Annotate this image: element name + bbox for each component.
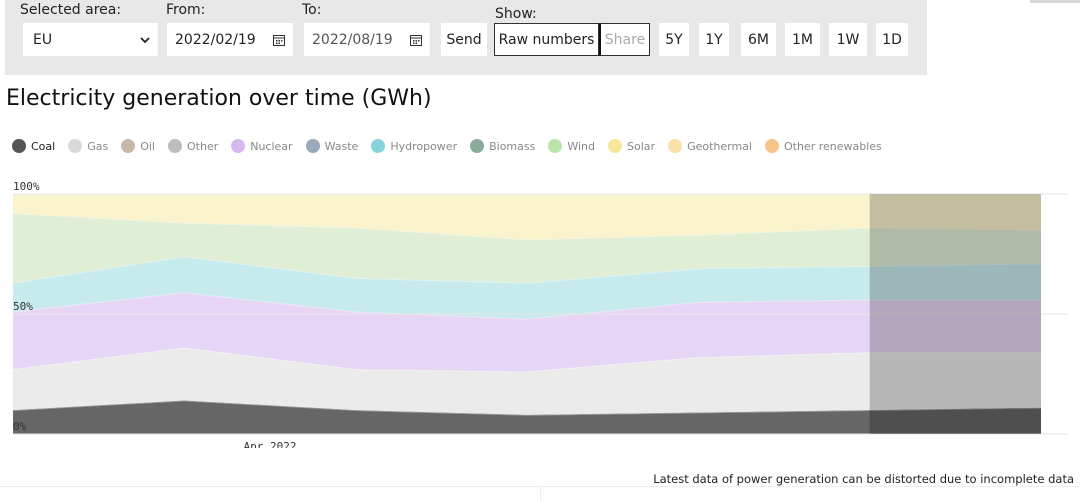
legend-label: Other renewables [783,139,882,153]
legend-item-gas[interactable]: Gas [68,139,108,153]
legend-label: Wind [567,139,596,153]
from-label: From: [166,2,206,18]
legend-item-other[interactable]: Other [168,139,218,153]
legend-swatch [608,139,623,153]
window-corner [1030,0,1080,3]
area-series-wind[interactable] [13,213,1041,283]
divider [540,486,541,501]
legend-item-solar[interactable]: Solar [608,139,655,153]
range-1m-button[interactable]: 1M [785,23,820,56]
incomplete-data-note: Latest data of power generation can be d… [653,472,1074,486]
legend-swatch [764,139,779,153]
legend-label: Nuclear [250,139,293,153]
legend-item-geothermal[interactable]: Geothermal [668,139,752,153]
legend-swatch [121,139,136,153]
legend-item-biomass[interactable]: Biomass [470,139,535,153]
chart-title: Electricity generation over time (GWh) [6,86,432,111]
legend-swatch [548,139,563,153]
legend-swatch [305,139,320,153]
legend-swatch [68,139,83,153]
legend-item-hydropower[interactable]: Hydropower [371,139,457,153]
area-chart: 0% 50% 100% Apr 2022 [12,180,1068,448]
area-layers [12,193,1042,434]
x-tick-label: Apr 2022 [244,440,297,448]
range-1w-button[interactable]: 1W [829,23,867,56]
from-date-input[interactable]: 2022/02/19 [167,23,293,56]
legend-swatch [231,139,246,153]
legend-item-coal[interactable]: Coal [12,139,55,153]
y-axis-ticks: 0% 50% 100% [13,180,40,433]
legend-swatch [12,139,26,153]
to-date-value: 2022/08/19 [312,31,393,48]
incomplete-data-shade [869,194,1041,434]
legend-item-wind[interactable]: Wind [548,139,595,153]
x-axis-ticks: Apr 2022 [244,440,297,448]
legend-swatch [371,139,386,153]
y-tick-label: 100% [13,180,40,193]
area-select-value: EU [33,31,53,48]
legend-label: Gas [87,139,109,153]
show-label: Show: [495,6,537,22]
area-series-hydropower[interactable] [13,256,1041,319]
range-1d-button[interactable]: 1D [876,23,908,56]
legend-swatch [470,139,485,153]
legend-item-waste[interactable]: Waste [305,139,359,153]
area-boundary-wind [12,212,1042,241]
to-label: To: [302,2,322,18]
legend-swatch [168,139,182,153]
area-series-solar[interactable] [13,194,1041,240]
area-series-nuclear[interactable] [13,292,1041,372]
area-label: Selected area: [20,2,122,18]
area-series-gas[interactable] [13,347,1041,415]
legend-label: Other [187,139,219,153]
share-toggle[interactable]: Share [599,23,650,56]
to-date-input[interactable]: 2022/08/19 [304,23,430,56]
calendar-icon[interactable] [273,34,285,46]
range-1y-button[interactable]: 1Y [699,23,729,56]
legend-item-nuclear[interactable]: Nuclear [231,139,293,153]
legend-item-oil[interactable]: Oil [121,139,155,153]
legend-label: Hydropower [390,139,458,153]
range-6m-button[interactable]: 6M [741,23,776,56]
chart-legend: Coal Gas Oil Other Nuclear Waste Hydropower Bio… [12,139,895,153]
area-select[interactable]: EU [23,23,158,56]
legend-label: Biomass [489,139,536,153]
legend-label: Coal [31,139,56,153]
legend-label: Solar [627,139,656,153]
from-date-value: 2022/02/19 [175,31,256,48]
legend-item-other-renewables[interactable]: Other renewables [764,139,882,153]
legend-swatch [668,139,683,153]
y-tick-label: 50% [13,300,33,313]
send-button[interactable]: Send [441,23,487,56]
y-tick-label: 0% [13,420,27,433]
gridlines [13,193,1068,435]
legend-label: Waste [324,139,359,153]
legend-label: Oil [140,139,155,153]
legend-label: Geothermal [687,139,752,153]
range-5y-button[interactable]: 5Y [659,23,689,56]
raw-numbers-toggle[interactable]: Raw numbers [494,23,599,56]
area-series-coal[interactable] [13,400,1041,434]
calendar-icon[interactable] [410,34,422,46]
chevron-down-icon [140,32,150,48]
